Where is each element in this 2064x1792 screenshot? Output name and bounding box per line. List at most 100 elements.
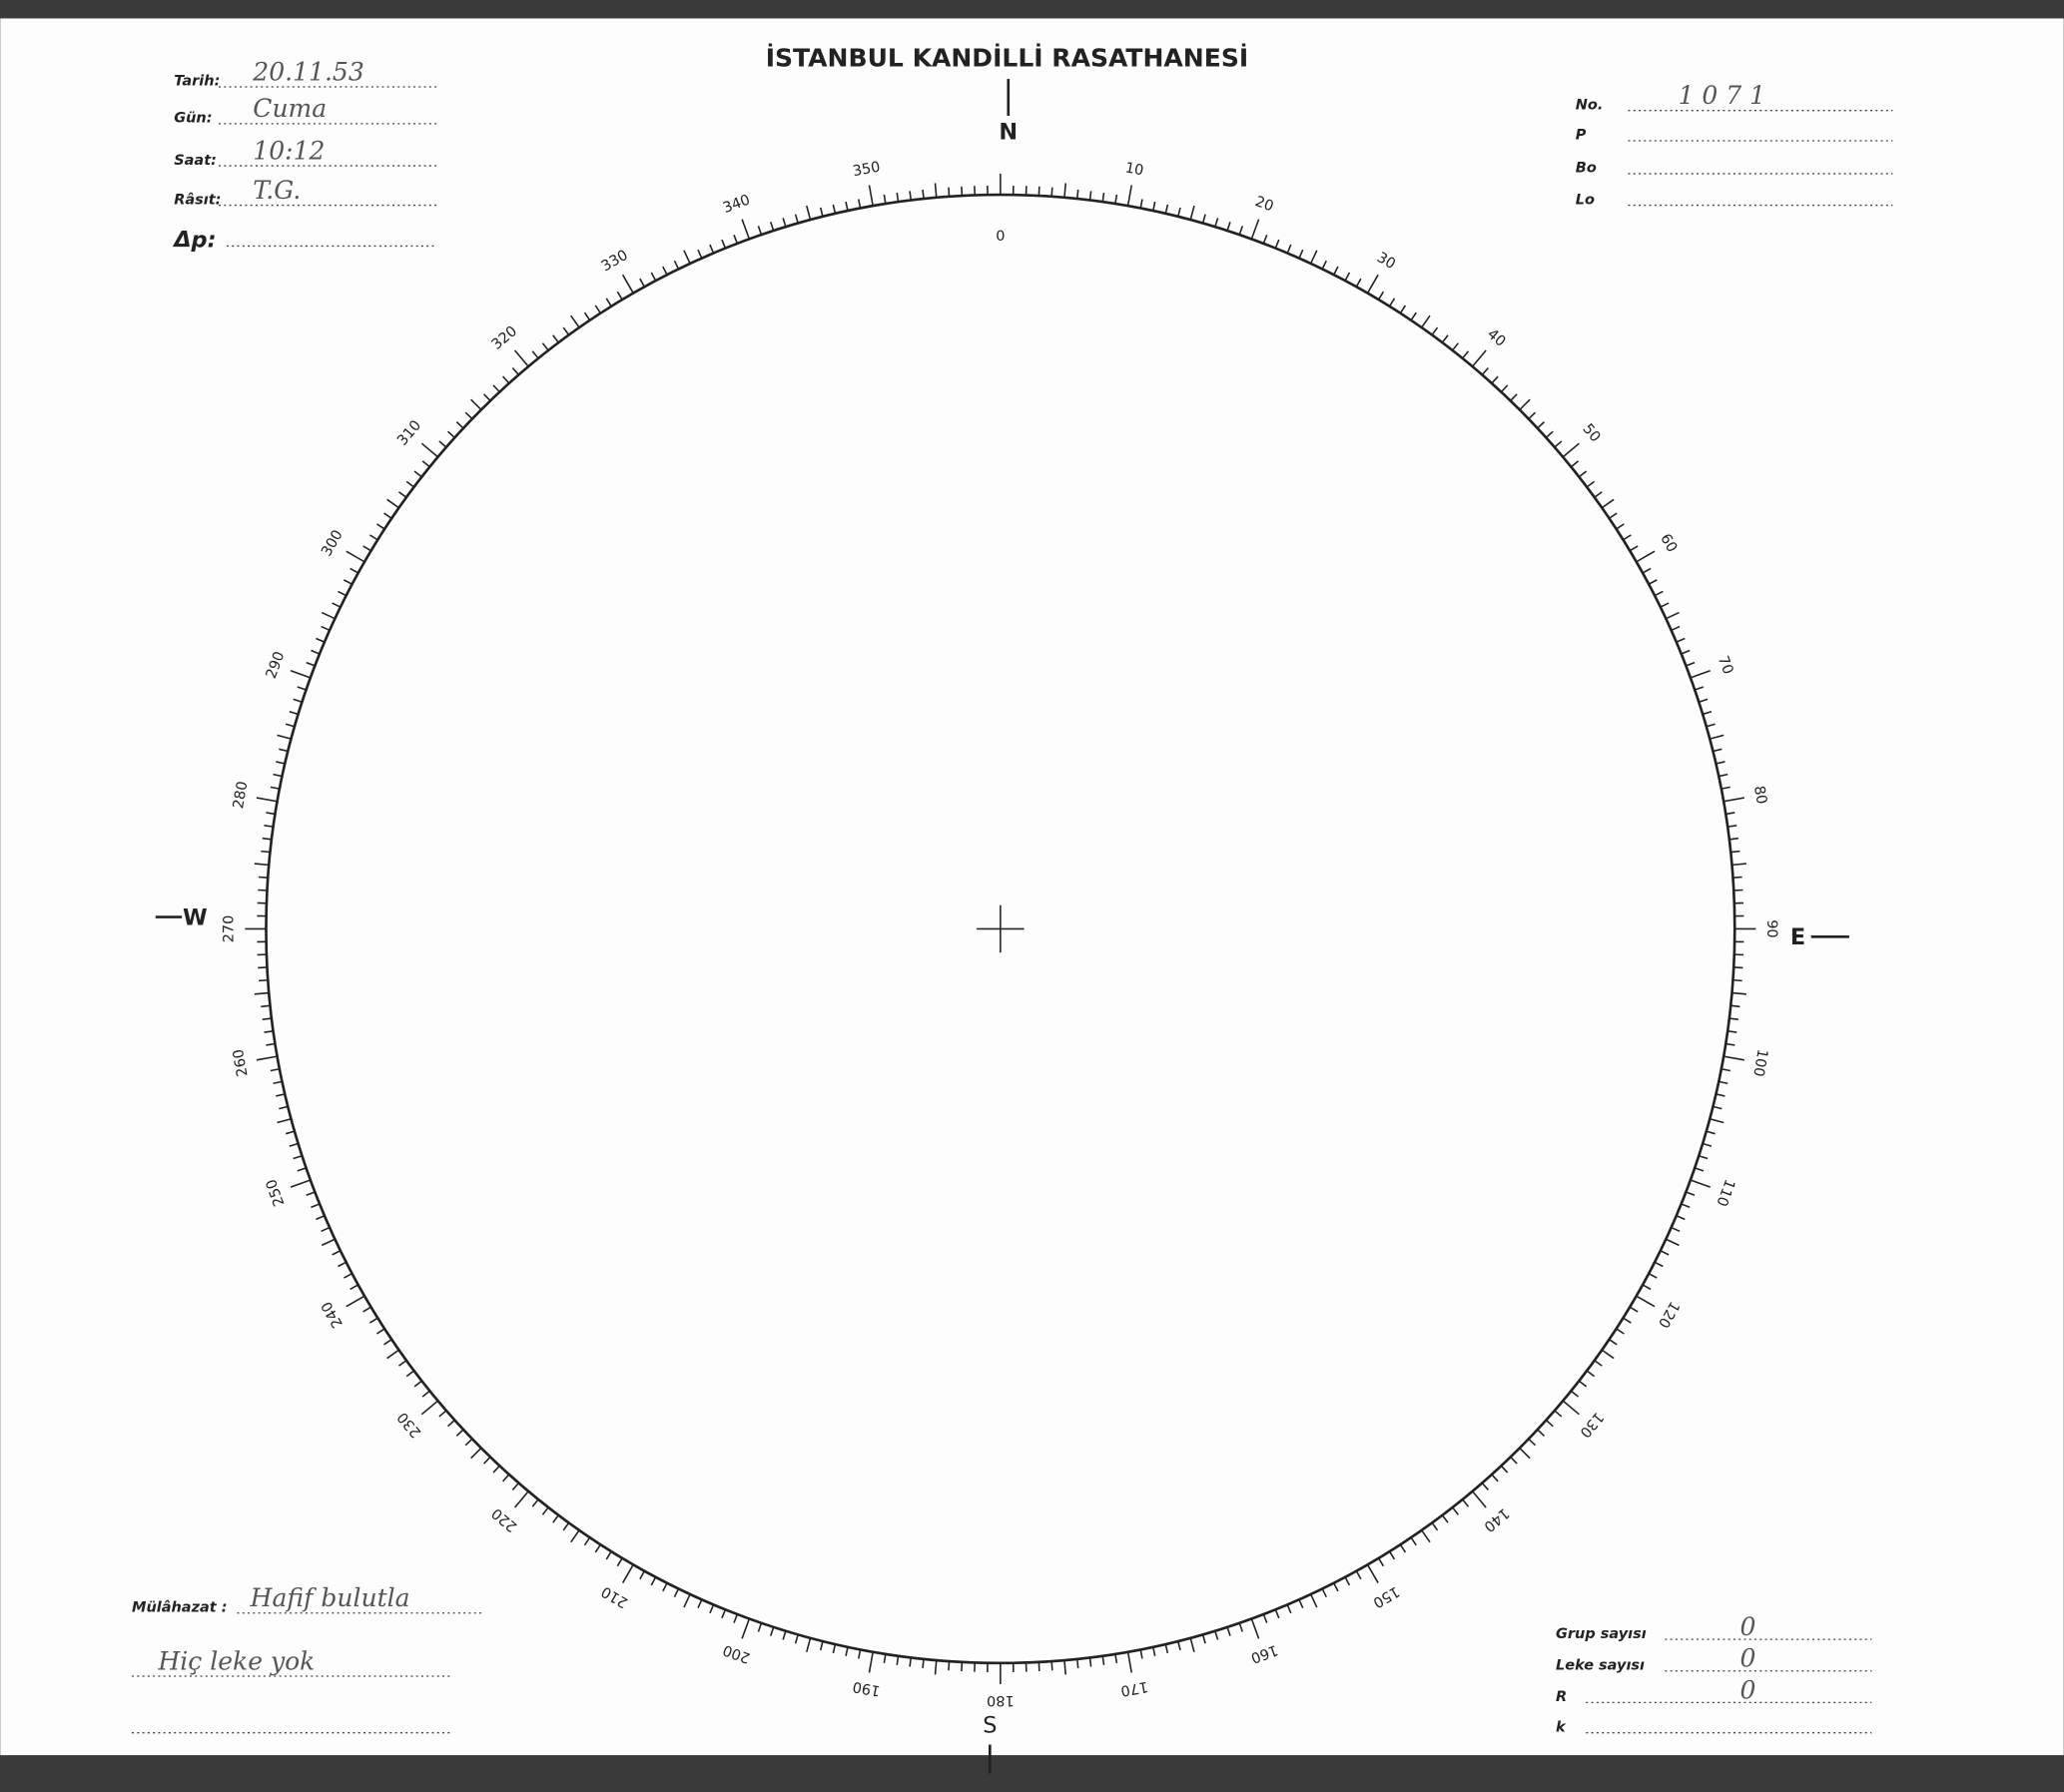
- degree-tick: [845, 201, 849, 212]
- degree-label: 180: [987, 1692, 1015, 1708]
- degree-tick: [570, 1529, 580, 1543]
- degree-tick: [1050, 1660, 1053, 1671]
- degree-tick: [262, 1017, 273, 1020]
- degree-tick: [1189, 1637, 1195, 1652]
- degree-tick: [1719, 1080, 1728, 1085]
- degree-tick: [1578, 470, 1588, 478]
- degree-tick: [832, 204, 837, 215]
- degree-tick: [868, 185, 874, 207]
- degree-tick: [1366, 274, 1379, 294]
- degree-tick: [362, 1306, 371, 1313]
- count-label: Grup sayısı: [1556, 1626, 1647, 1642]
- degree-label: 70: [1715, 654, 1735, 677]
- degree-tick: [413, 470, 422, 478]
- degree-tick: [1562, 1400, 1580, 1416]
- degree-tick: [770, 222, 775, 232]
- degree-tick: [1702, 710, 1713, 716]
- degree-tick: [1344, 272, 1351, 282]
- degree-tick: [531, 350, 539, 359]
- degree-tick: [1377, 291, 1385, 300]
- degree-tick: [1286, 1604, 1292, 1614]
- degree-tick: [605, 298, 612, 307]
- degree-tick: [1262, 1613, 1268, 1623]
- handwritten-value: 0: [1740, 1675, 1756, 1704]
- degree-tick: [261, 850, 271, 854]
- count-label: R: [1556, 1689, 1567, 1705]
- degree-tick: [1333, 266, 1339, 276]
- degree-label: 90: [1763, 919, 1779, 937]
- degree-tick: [583, 311, 591, 321]
- degree-tick: [858, 1649, 862, 1659]
- degree-tick: [264, 1030, 274, 1033]
- degree-tick: [1344, 1576, 1351, 1586]
- degree-tick: [1355, 1570, 1362, 1580]
- degree-tick: [492, 384, 500, 393]
- degree-tick: [316, 637, 326, 643]
- degree-tick: [1594, 1360, 1603, 1367]
- degree-tick: [1333, 1582, 1339, 1592]
- degree-tick: [1694, 1167, 1705, 1172]
- degree-tick: [621, 274, 634, 294]
- degree-tick: [757, 226, 763, 236]
- degree-tick: [446, 430, 455, 438]
- title: İSTANBUL KANDİLLİ RASATHANESİ: [766, 43, 1249, 72]
- degree-tick: [1570, 1390, 1580, 1398]
- degree-tick: [420, 1400, 439, 1416]
- degree-tick: [383, 1339, 392, 1346]
- degree-tick: [1452, 342, 1459, 351]
- count-label: Leke sayısı: [1556, 1657, 1645, 1673]
- degree-tick: [1722, 1055, 1744, 1061]
- paper: [0, 18, 2064, 1756]
- degree-tick: [276, 1093, 286, 1097]
- handwritten-note: Hafif bulutla: [250, 1583, 410, 1612]
- degree-tick: [1250, 219, 1260, 240]
- degree-tick: [344, 579, 352, 585]
- degree-tick: [794, 1634, 799, 1644]
- degree-tick: [1366, 1563, 1379, 1583]
- degree-tick: [1731, 863, 1746, 867]
- degree-tick: [1471, 1491, 1487, 1508]
- degree-tick: [594, 304, 602, 314]
- degree-tick: [1716, 761, 1725, 765]
- degree-tick: [464, 1438, 473, 1447]
- degree-tick: [1075, 189, 1079, 200]
- degree-tick: [1694, 686, 1705, 691]
- degree-tick: [1399, 1543, 1407, 1553]
- degree-tick: [832, 1643, 837, 1654]
- degree-tick: [605, 1550, 612, 1560]
- degree-tick: [1654, 1261, 1664, 1268]
- degree-tick: [883, 1653, 887, 1664]
- degree-tick: [1554, 440, 1563, 448]
- degree-tick: [262, 837, 273, 841]
- handwritten-value: 20.11.53: [252, 57, 363, 86]
- degree-tick: [1609, 1339, 1618, 1346]
- degree-tick: [583, 1536, 591, 1546]
- degree-tick: [1321, 1588, 1328, 1598]
- degree-tick: [819, 207, 824, 218]
- degree-tick: [1648, 1272, 1658, 1279]
- degree-tick: [1660, 1250, 1670, 1256]
- degree-tick: [1601, 1349, 1615, 1360]
- degree-tick: [1519, 1447, 1531, 1460]
- handwritten-value: T.G.: [253, 176, 301, 205]
- degree-tick: [1298, 249, 1304, 259]
- degree-tick: [1586, 1370, 1596, 1378]
- degree-tick: [514, 1491, 529, 1508]
- degree-tick: [1562, 442, 1580, 458]
- degree-tick: [1238, 226, 1244, 236]
- degree-tick: [909, 191, 913, 201]
- degree-tick: [621, 1563, 634, 1583]
- degree-tick: [616, 291, 623, 300]
- degree-tick: [1164, 1643, 1169, 1654]
- degree-tick: [1648, 579, 1658, 585]
- degree-tick: [1500, 384, 1509, 393]
- degree-tick: [1250, 1618, 1260, 1639]
- degree-tick: [290, 669, 312, 679]
- degree-tick: [552, 334, 559, 343]
- degree-tick: [1706, 1130, 1716, 1135]
- degree-tick: [1377, 1557, 1385, 1567]
- degree-tick: [1660, 602, 1670, 608]
- degree-tick: [697, 1598, 703, 1609]
- degree-tick: [733, 1613, 739, 1623]
